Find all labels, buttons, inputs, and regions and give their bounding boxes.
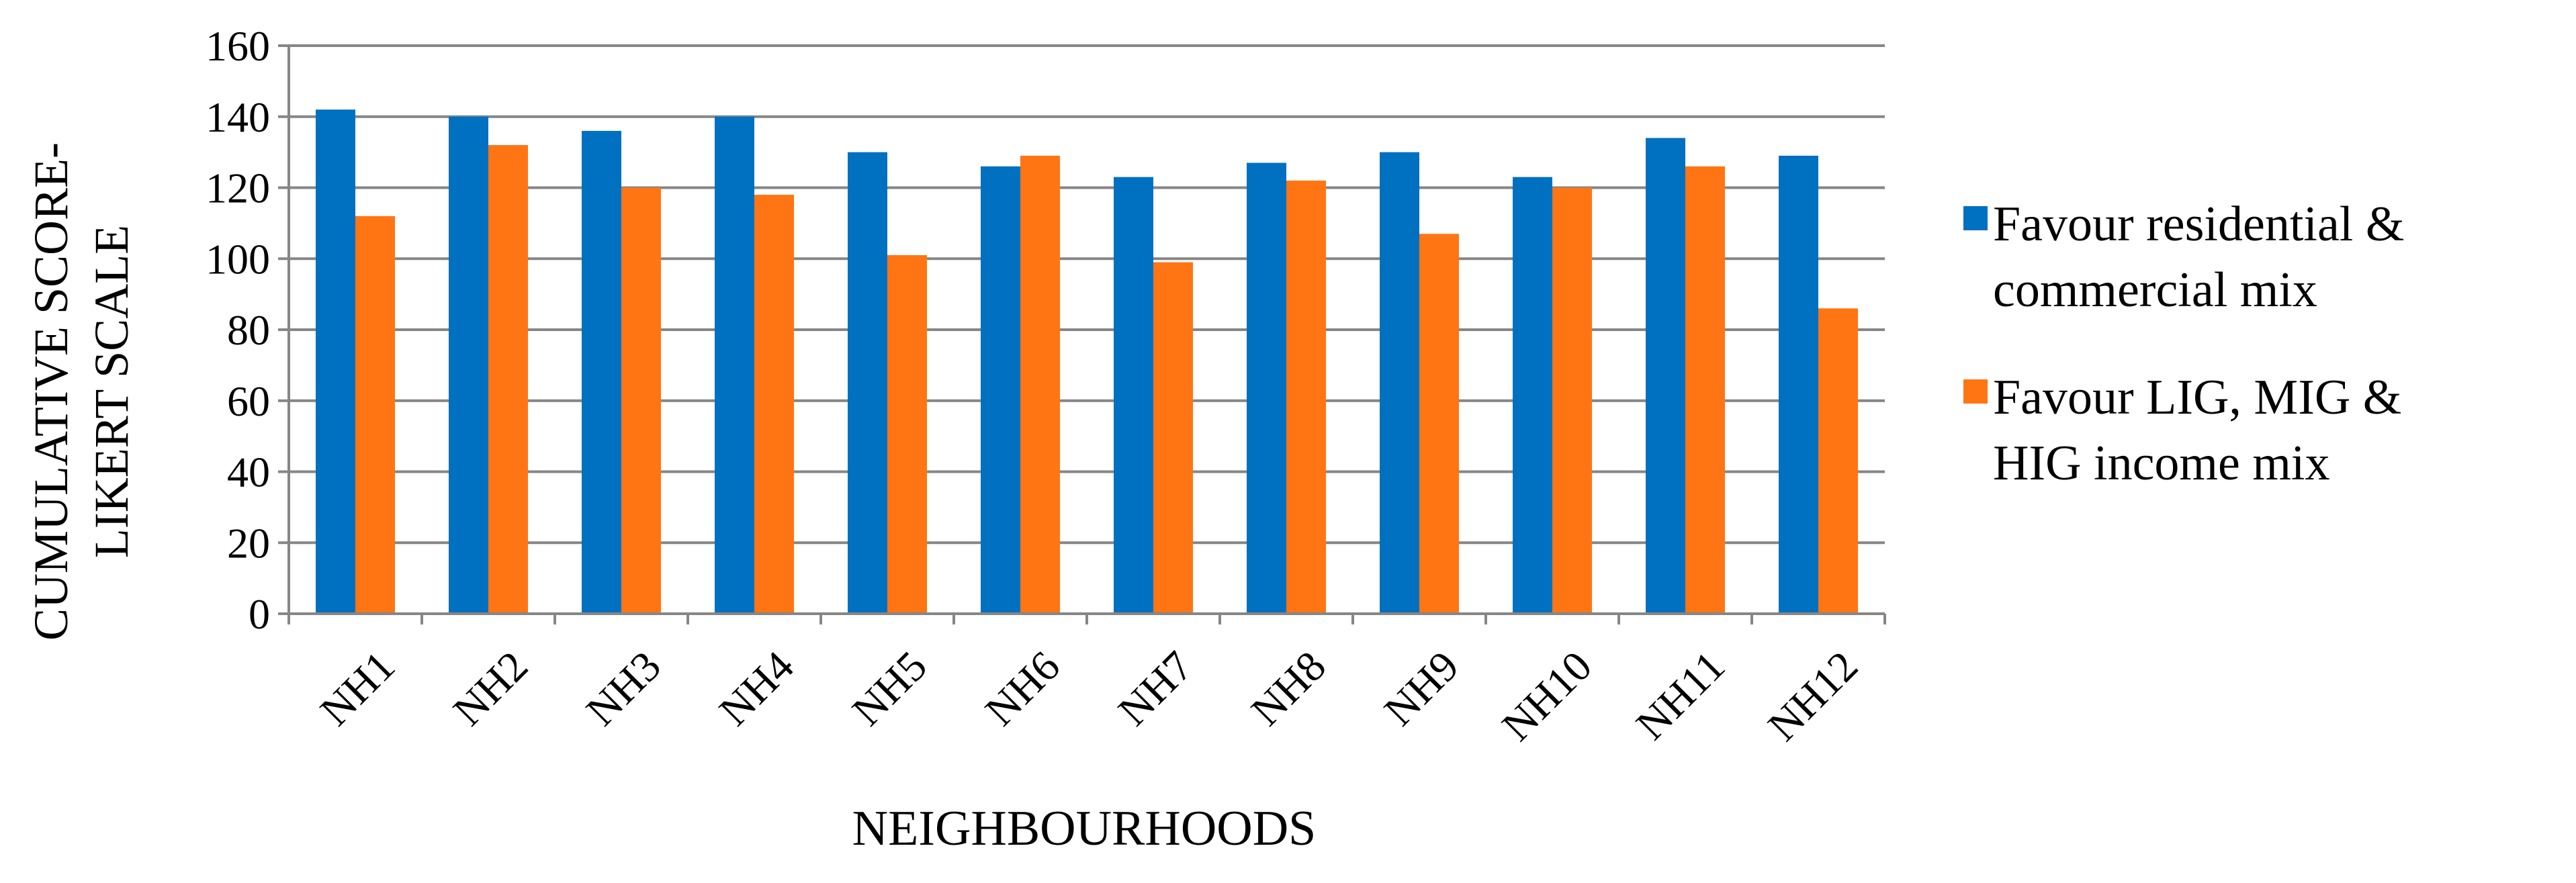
x-tick-label: NH9 [1375, 642, 1468, 735]
legend-swatch [1963, 379, 1988, 404]
y-axis-title-line: LIKERT SCALE [85, 225, 138, 558]
bar [981, 166, 1020, 614]
y-tick-label: 140 [206, 93, 270, 141]
bar [316, 109, 355, 614]
bar [1513, 177, 1552, 614]
legend-item: Favour residential & commercial mix [1963, 191, 2568, 323]
x-tick-label: NH5 [843, 642, 936, 735]
bar [848, 152, 887, 614]
legend-swatch [1963, 206, 1988, 230]
legend: Favour residential & commercial mix Favou… [1963, 191, 2568, 538]
y-axis-title-line: CUMULATIVE SCORE- [24, 142, 78, 641]
bar [1153, 262, 1193, 614]
bar [1247, 162, 1286, 614]
bar [1419, 234, 1459, 614]
legend-item: Favour LIG, MIG & HIG income mix [1963, 365, 2568, 496]
bar [582, 130, 621, 614]
x-axis-title: NEIGHBOURHOODS [852, 801, 1317, 856]
bar [1380, 152, 1419, 614]
y-tick-label: 80 [227, 306, 270, 354]
bar [355, 216, 395, 614]
x-tick-label: NH4 [710, 642, 803, 735]
x-tick-label: NH12 [1759, 642, 1867, 750]
bar [1646, 138, 1685, 614]
y-tick-label: 40 [227, 449, 270, 496]
bar [887, 254, 927, 614]
bar [621, 187, 661, 614]
x-tick-label: NH1 [311, 642, 404, 735]
legend-label: Favour residential & commercial mix [1993, 197, 2405, 318]
bar [1114, 177, 1153, 614]
bar [1020, 155, 1060, 614]
y-tick-label: 100 [206, 235, 270, 283]
bar [488, 145, 528, 614]
legend-label: Favour LIG, MIG & HIG income mix [1993, 370, 2402, 491]
bar [449, 116, 488, 614]
bar [1818, 308, 1858, 614]
x-tick-label: NH8 [1242, 642, 1335, 735]
y-axis-title: CUMULATIVE SCORE- LIKERT SCALE [24, 142, 138, 641]
bar [1685, 166, 1725, 614]
x-tick-label: NH3 [577, 642, 670, 735]
y-tick-label: 20 [227, 519, 270, 567]
y-tick-label: 60 [227, 377, 270, 425]
y-tick-label: 0 [249, 590, 270, 638]
y-tick-label: 160 [206, 22, 270, 70]
x-tick-label: NH11 [1627, 642, 1734, 749]
x-tick-label: NH10 [1493, 642, 1601, 750]
x-tick-label: NH6 [976, 642, 1069, 735]
y-tick-label: 120 [206, 165, 270, 212]
x-tick-label: NH2 [444, 642, 537, 735]
bar [715, 116, 754, 614]
bar [1779, 155, 1818, 614]
bar [1552, 187, 1592, 614]
bar [1286, 180, 1326, 614]
bar [754, 195, 794, 614]
x-tick-label: NH7 [1109, 642, 1202, 735]
